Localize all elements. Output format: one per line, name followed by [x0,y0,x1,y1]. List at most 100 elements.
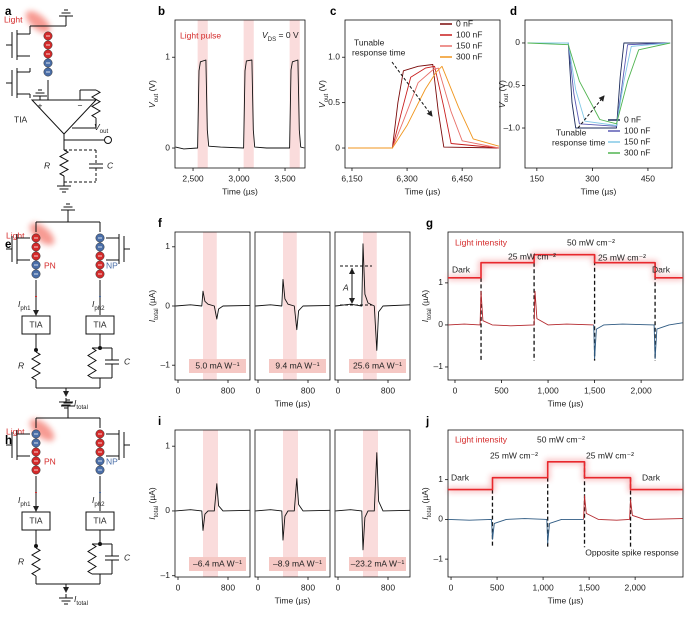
y-tick-label: –1.0 [503,122,520,132]
legend-label: 300 nF [624,147,650,157]
np-label: NP [106,456,118,466]
annotation: Light intensity [455,237,508,247]
series-line [255,478,330,541]
y-tick-label: 0 [438,319,443,329]
annotation: Dark [452,264,471,274]
y-tick-label: –1 [161,359,171,369]
series-line [335,452,410,551]
x-tick-label: 800 [381,582,395,592]
series-line [175,483,250,531]
x-tick-label: 500 [494,385,508,395]
plot-frame [254,429,331,578]
x-tick-label: 2,000 [624,582,646,592]
series-line [348,65,499,149]
node [34,544,38,548]
x-tick-label: 800 [301,385,315,395]
annotation: 25.6 mA W⁻¹ [353,360,402,370]
output-node [104,136,112,144]
x-tick-label: 150 [530,173,544,183]
x-tick-label: 6,150 [341,173,363,183]
y-tick-label: 1 [165,241,170,251]
y-axis-label-rest: (µA) [420,487,430,506]
iph1-label-sub: ph1 [20,305,31,312]
y-axis-label-main: I [147,517,157,520]
y-axis-label: Vout (V) [317,80,329,108]
x-tick-label: 0 [256,385,261,395]
annotation: 50 mW cm⁻² [537,434,585,444]
y-tick-label: 0 [165,505,170,515]
y-axis-label-sub: out [153,93,160,102]
y-tick-label: 0 [335,142,340,152]
x-tick-label: 1,000 [532,582,554,592]
iph1-label-sub: ph1 [20,501,31,508]
y-axis-label-main: I [420,517,430,520]
resistor [91,89,101,119]
panel-label: j [425,416,429,428]
annotation: response time [552,137,606,147]
x-axis-label: Time (µs) [581,186,617,196]
wire [391,61,433,117]
series-line [593,322,683,360]
panel-label: d [510,6,517,18]
panel-label: b [158,6,165,18]
x-tick-label: 0 [336,582,341,592]
x-tick-label: 800 [221,582,235,592]
y-axis-label-sub: out [323,93,330,102]
responsivity-box [349,557,406,571]
legend-label: 100 nF [456,29,482,39]
series-line [175,290,250,320]
annotation: 9.4 mA W⁻¹ [275,360,319,370]
c-label: C [107,160,114,170]
tia-label: TIA [29,515,43,525]
series-line [255,278,330,331]
annotation: VDS = 0 V [262,30,299,42]
tia-label: TIA [29,319,43,329]
series-line [348,65,500,149]
iph1-label-main: I [18,495,21,505]
plot-frame [254,231,331,381]
x-tick-label: 6,300 [396,173,418,183]
x-axis-label: Time (µs) [222,186,258,196]
legend-label: 100 nF [624,125,650,135]
series-line [448,461,683,491]
plus-sign: + [38,100,43,110]
y-axis-label: Vout (V) [147,80,159,108]
annotation: 50 mW cm⁻² [567,237,615,247]
annotation: 25 mW cm⁻² [598,252,646,262]
y-tick-label: 0 [438,514,443,524]
x-tick-label: 3,500 [274,173,296,183]
stimulus-shade [197,20,208,168]
iph2-label-sub: ph2 [94,305,105,312]
iph2-label: Iph2 [92,299,105,311]
y-tick-label: 0 [515,37,520,47]
y-tick-label: 0 [165,300,170,310]
x-tick-label: 1,000 [537,385,559,395]
legend-label: 150 nF [456,40,482,50]
x-tick-label: 800 [221,385,235,395]
y-tick-label: 1 [438,277,443,287]
tia-label: TIA [14,114,28,124]
r-label: R [44,160,50,170]
y-axis-label-sub: total [426,308,433,320]
y-axis-label: Itotal (µA) [147,487,159,520]
series-line [527,42,671,125]
itotal-label: Itotal [74,594,88,606]
x-tick-label: 1,500 [578,582,600,592]
y-axis-label: Itotal (µA) [420,487,432,520]
series-line [527,42,671,126]
panel-label: f [158,218,162,230]
y-tick-label: 1 [165,440,170,450]
series-line [448,518,584,544]
x-tick-label: 0 [176,385,181,395]
series-line [527,42,671,127]
x-axis-label: Time (µs) [405,186,441,196]
responsivity-box [269,557,326,571]
r-label: R [18,556,24,566]
minus-sign: − [78,100,83,110]
y-axis-label-main: V [147,101,157,108]
resistor [31,547,41,577]
stimulus-shade [203,232,217,380]
responsivity-box [349,359,406,373]
x-tick-label: 6,450 [452,173,474,183]
y-tick-label: –0.5 [503,80,520,90]
